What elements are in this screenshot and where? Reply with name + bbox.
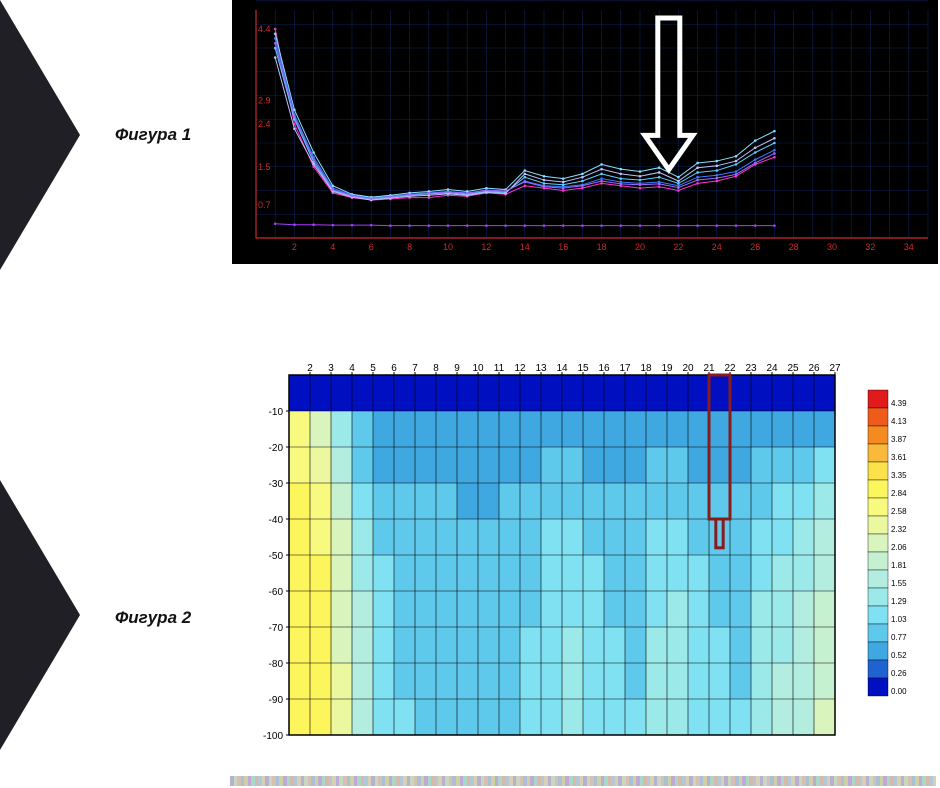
- svg-text:-90: -90: [269, 695, 284, 706]
- svg-text:-50: -50: [269, 551, 284, 562]
- svg-text:-80: -80: [269, 659, 284, 670]
- svg-text:1.29: 1.29: [891, 597, 907, 606]
- svg-text:0.77: 0.77: [891, 633, 907, 642]
- svg-text:1.03: 1.03: [891, 615, 907, 624]
- svg-text:-70: -70: [269, 623, 284, 634]
- svg-text:1.81: 1.81: [891, 561, 907, 570]
- svg-text:8: 8: [407, 242, 412, 252]
- svg-text:4.4: 4.4: [258, 24, 271, 34]
- svg-text:16: 16: [558, 242, 568, 252]
- svg-text:4.39: 4.39: [891, 399, 907, 408]
- svg-text:34: 34: [904, 242, 914, 252]
- svg-text:0.00: 0.00: [891, 687, 907, 696]
- triangle-bottom-decoration: [0, 480, 80, 750]
- svg-text:0.7: 0.7: [258, 200, 271, 210]
- svg-text:2: 2: [292, 242, 297, 252]
- svg-text:-100: -100: [263, 731, 283, 742]
- svg-text:28: 28: [789, 242, 799, 252]
- svg-text:2.32: 2.32: [891, 525, 907, 534]
- svg-text:2.06: 2.06: [891, 543, 907, 552]
- svg-text:0.26: 0.26: [891, 669, 907, 678]
- svg-text:30: 30: [827, 242, 837, 252]
- svg-text:24: 24: [712, 242, 722, 252]
- line-chart-svg: 0.71.52.42.94.42468101214161820222426283…: [232, 0, 938, 264]
- contour-chart-svg: 2345678910111213141516171819202122232425…: [255, 347, 940, 747]
- figure-2-label: Фигура 2: [115, 608, 191, 628]
- svg-text:4: 4: [330, 242, 335, 252]
- svg-text:14: 14: [520, 242, 530, 252]
- svg-text:0.52: 0.52: [891, 651, 907, 660]
- svg-text:18: 18: [597, 242, 607, 252]
- svg-text:20: 20: [635, 242, 645, 252]
- svg-text:2.9: 2.9: [258, 95, 271, 105]
- svg-text:3.61: 3.61: [891, 453, 907, 462]
- svg-text:10: 10: [443, 242, 453, 252]
- svg-text:1.55: 1.55: [891, 579, 907, 588]
- noise-strip-decoration: [230, 776, 938, 786]
- svg-text:3.87: 3.87: [891, 435, 907, 444]
- triangle-top-decoration: [0, 0, 80, 270]
- svg-text:26: 26: [750, 242, 760, 252]
- svg-text:22: 22: [673, 242, 683, 252]
- svg-text:1.5: 1.5: [258, 162, 271, 172]
- page-root: Фигура 1 Фигура 2 0.71.52.42.94.42468101…: [0, 0, 940, 788]
- svg-text:2.84: 2.84: [891, 489, 907, 498]
- svg-text:-20: -20: [269, 443, 284, 454]
- svg-text:-60: -60: [269, 587, 284, 598]
- figure-1-label: Фигура 1: [115, 125, 191, 145]
- svg-text:2.4: 2.4: [258, 119, 271, 129]
- svg-text:3.35: 3.35: [891, 471, 907, 480]
- svg-text:32: 32: [865, 242, 875, 252]
- svg-text:12: 12: [481, 242, 491, 252]
- svg-text:6: 6: [369, 242, 374, 252]
- svg-text:4.13: 4.13: [891, 417, 907, 426]
- svg-text:2.58: 2.58: [891, 507, 907, 516]
- svg-text:-10: -10: [269, 407, 284, 418]
- svg-text:-40: -40: [269, 515, 284, 526]
- line-chart-panel: 0.71.52.42.94.42468101214161820222426283…: [232, 0, 938, 264]
- svg-text:-30: -30: [269, 479, 284, 490]
